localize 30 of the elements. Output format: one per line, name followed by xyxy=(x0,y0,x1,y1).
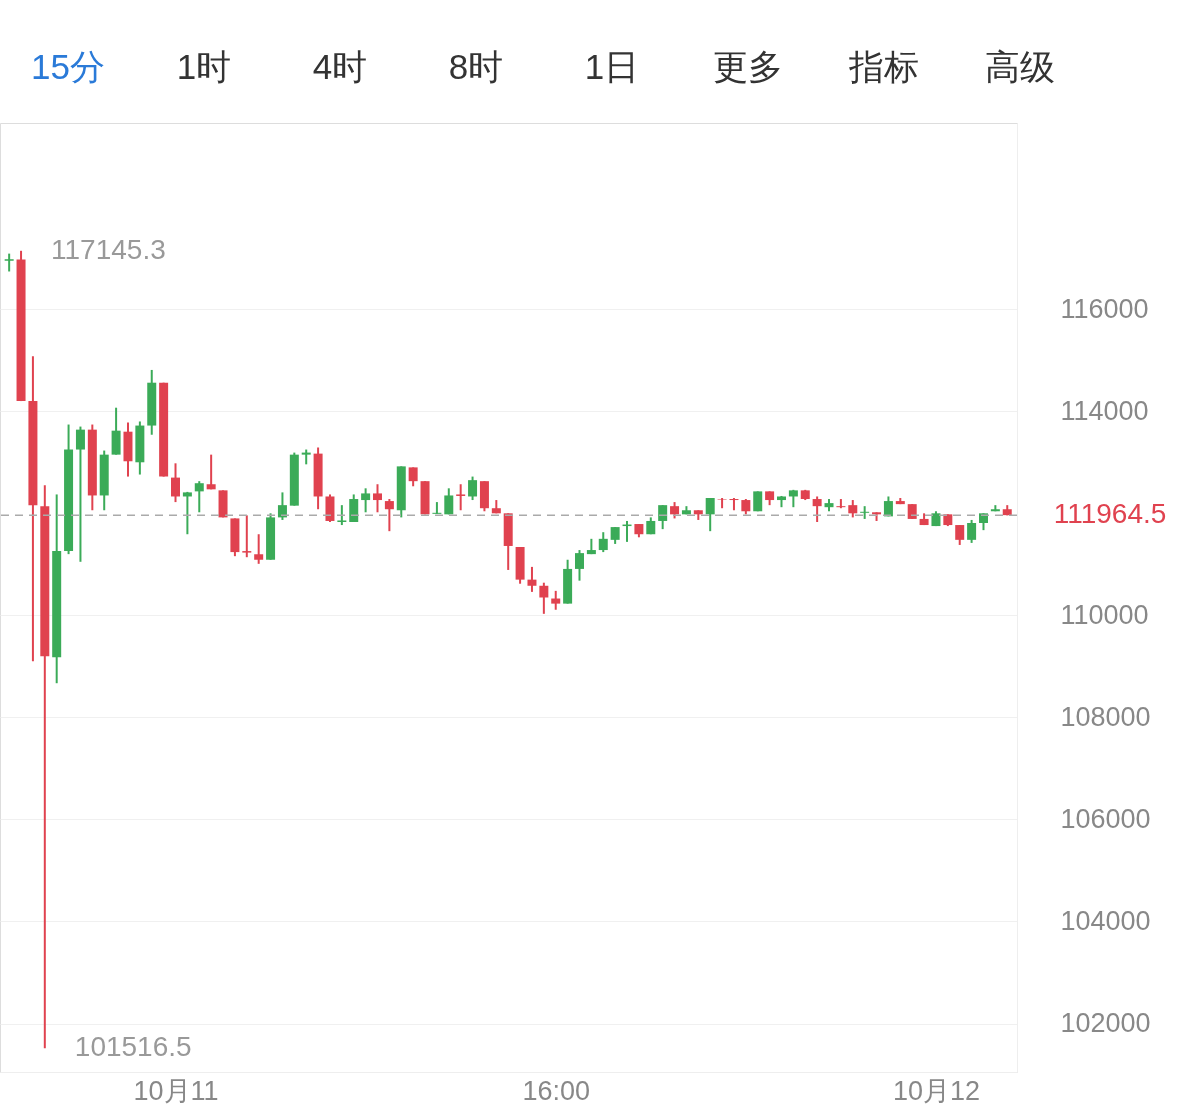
ref-line-label: 111964.5 xyxy=(1053,498,1167,530)
annotation: 101516.5 xyxy=(74,1031,192,1063)
text: 1日 xyxy=(584,47,640,86)
x-tick-label: 10月12 xyxy=(892,1075,980,1106)
text: 8时 xyxy=(448,47,504,86)
candlestick xyxy=(242,515,252,558)
y-tick-label: 102000 xyxy=(1060,1008,1151,1039)
candlestick xyxy=(4,253,14,272)
y-tick-label: 104000 xyxy=(1060,905,1151,936)
y-tick-label: 114000 xyxy=(1060,395,1149,426)
candlestick xyxy=(159,382,169,477)
x-tick-label: 16:00 xyxy=(522,1075,591,1106)
text: 4时 xyxy=(312,47,368,86)
candlestick xyxy=(337,505,347,526)
candlestick xyxy=(717,498,727,509)
candlestick xyxy=(420,481,430,515)
candlestick xyxy=(456,484,466,511)
text: 高级 xyxy=(985,47,1055,86)
y-tick-label: 106000 xyxy=(1060,803,1151,834)
annotation: 117145.3 xyxy=(51,233,166,265)
y-tick-label: 108000 xyxy=(1060,701,1151,732)
x-tick-label: 10月11 xyxy=(133,1075,219,1106)
candlestick xyxy=(218,490,228,518)
y-tick-label: 110000 xyxy=(1060,599,1149,630)
text: 1时 xyxy=(176,47,232,86)
candlestick xyxy=(753,491,763,512)
text: 更多 xyxy=(713,47,783,86)
text: 指标 xyxy=(848,47,919,86)
y-tick-label: 116000 xyxy=(1060,293,1149,324)
text: 15分 xyxy=(31,47,105,86)
